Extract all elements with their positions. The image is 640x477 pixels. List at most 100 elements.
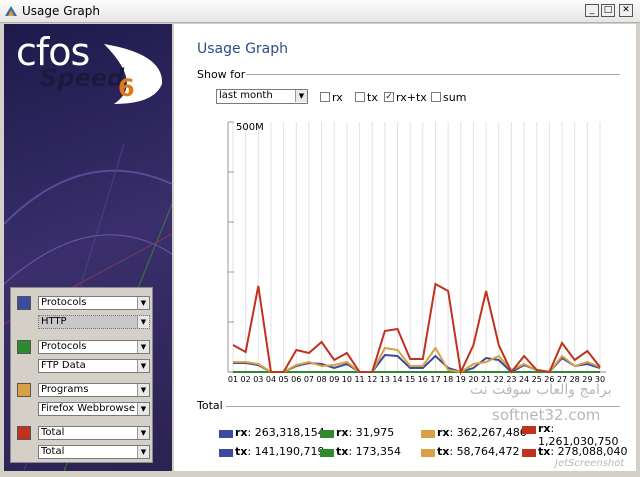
total-entry: tx: 278,088,040 <box>538 445 628 458</box>
total-swatch <box>522 426 536 434</box>
x-tick-label: 12 <box>367 375 377 384</box>
item-value: HTTP <box>41 316 67 327</box>
dropdown-arrow: ▼ <box>137 316 149 328</box>
category-select[interactable]: Programs ▼ <box>38 383 150 397</box>
item-select[interactable]: FTP Data ▼ <box>38 359 150 373</box>
group-rule <box>246 74 620 75</box>
total-value: 362,267,486 <box>456 426 527 439</box>
x-tick-label: 17 <box>430 375 440 384</box>
maximize-button[interactable]: □ <box>601 4 615 17</box>
plot-area <box>228 118 606 372</box>
dropdown-arrow: ▼ <box>137 446 149 458</box>
category-value: Programs <box>41 384 89 395</box>
x-tick-label: 05 <box>279 375 289 384</box>
x-tick-label: 30 <box>595 375 605 384</box>
category-value: Total <box>41 427 65 438</box>
x-tick-label: 06 <box>291 375 301 384</box>
total-swatch <box>219 449 233 457</box>
total-swatch <box>320 449 334 457</box>
title-bar: Usage Graph _ □ ✕ <box>0 0 640 23</box>
category-select[interactable]: Protocols ▼ <box>38 340 150 354</box>
period-select[interactable]: last month ▼ <box>216 89 308 104</box>
total-key: rx <box>538 422 551 435</box>
total-swatch <box>219 430 233 438</box>
watermark: softnet32.com <box>492 406 601 424</box>
item-select[interactable]: Firefox Webbrowse ▼ <box>38 402 150 416</box>
minimize-button[interactable]: _ <box>585 4 599 17</box>
series-swatch <box>17 383 31 397</box>
total-value: 278,088,040 <box>557 445 628 458</box>
x-tick-label: 19 <box>456 375 466 384</box>
total-entry: tx: 173,354 <box>336 445 402 458</box>
checkbox[interactable] <box>320 92 330 102</box>
x-tick-label: 09 <box>329 375 339 384</box>
watermark: برامج والعاب سوفت نت <box>470 382 612 398</box>
item-value: Total <box>41 446 65 457</box>
item-select[interactable]: Total ▼ <box>38 445 150 459</box>
total-swatch <box>522 449 536 457</box>
x-tick-label: 08 <box>316 375 326 384</box>
series-swatch <box>17 426 31 440</box>
x-tick-label: 27 <box>557 375 567 384</box>
x-tick-label: 24 <box>519 375 529 384</box>
x-tick-label: 13 <box>380 375 390 384</box>
total-entry: tx: 58,764,472 <box>437 445 520 458</box>
logo-version: 6 <box>118 74 135 102</box>
item-select[interactable]: HTTP ▼ <box>38 315 150 329</box>
x-tick-label: 07 <box>304 375 314 384</box>
checkbox-label: rx <box>332 91 343 104</box>
logo-brand: cfos <box>16 30 90 74</box>
totals-rule <box>226 406 620 407</box>
group-label: Show for <box>197 68 246 81</box>
y-tick-label: 500M <box>236 122 264 133</box>
item-value: FTP Data <box>41 360 86 371</box>
x-tick-label: 11 <box>354 375 364 384</box>
total-entry: rx: 362,267,486 <box>437 426 527 439</box>
x-tick-label: 29 <box>582 375 592 384</box>
dropdown-arrow: ▼ <box>137 297 149 309</box>
x-tick-label: 26 <box>544 375 554 384</box>
checkbox-label: rx+tx <box>396 91 427 104</box>
x-tick-label: 01 <box>228 375 238 384</box>
close-button[interactable]: ✕ <box>619 4 633 17</box>
series-swatch <box>17 296 31 310</box>
window-title: Usage Graph <box>22 4 101 18</box>
dropdown-arrow: ▼ <box>137 403 149 415</box>
category-select[interactable]: Protocols ▼ <box>38 296 150 310</box>
watermark: JetScreenshot <box>555 458 625 469</box>
total-value: 58,764,472 <box>456 445 520 458</box>
total-swatch <box>421 449 435 457</box>
total-swatch <box>421 430 435 438</box>
total-key: rx <box>336 426 349 439</box>
total-key: tx <box>336 445 349 458</box>
total-value: 31,975 <box>355 426 395 439</box>
category-value: Protocols <box>41 297 87 308</box>
total-key: tx <box>235 445 248 458</box>
checkbox[interactable]: ✓ <box>384 92 394 102</box>
total-key: rx <box>235 426 248 439</box>
x-tick-label: 04 <box>266 375 276 384</box>
category-select[interactable]: Total ▼ <box>38 426 150 440</box>
category-value: Protocols <box>41 341 87 352</box>
logo-product: Speed <box>40 64 125 92</box>
dropdown-arrow: ▼ <box>295 90 307 102</box>
x-tick-label: 16 <box>418 375 428 384</box>
total-entry: rx: 263,318,154 <box>235 426 325 439</box>
x-tick-label: 15 <box>405 375 415 384</box>
x-tick-label: 22 <box>494 375 504 384</box>
total-value: 141,190,719 <box>254 445 325 458</box>
x-tick-label: 20 <box>468 375 478 384</box>
dropdown-arrow: ▼ <box>137 427 149 439</box>
period-value: last month <box>219 90 273 101</box>
checkbox[interactable] <box>431 92 441 102</box>
page-heading: Usage Graph <box>197 41 289 57</box>
total-entry: rx: 1,261,030,750 <box>538 422 619 448</box>
x-tick-label: 02 <box>241 375 251 384</box>
checkbox[interactable] <box>355 92 365 102</box>
dropdown-arrow: ▼ <box>137 341 149 353</box>
totals-label: Total <box>197 399 223 412</box>
x-tick-label: 14 <box>392 375 402 384</box>
total-key: tx <box>437 445 450 458</box>
